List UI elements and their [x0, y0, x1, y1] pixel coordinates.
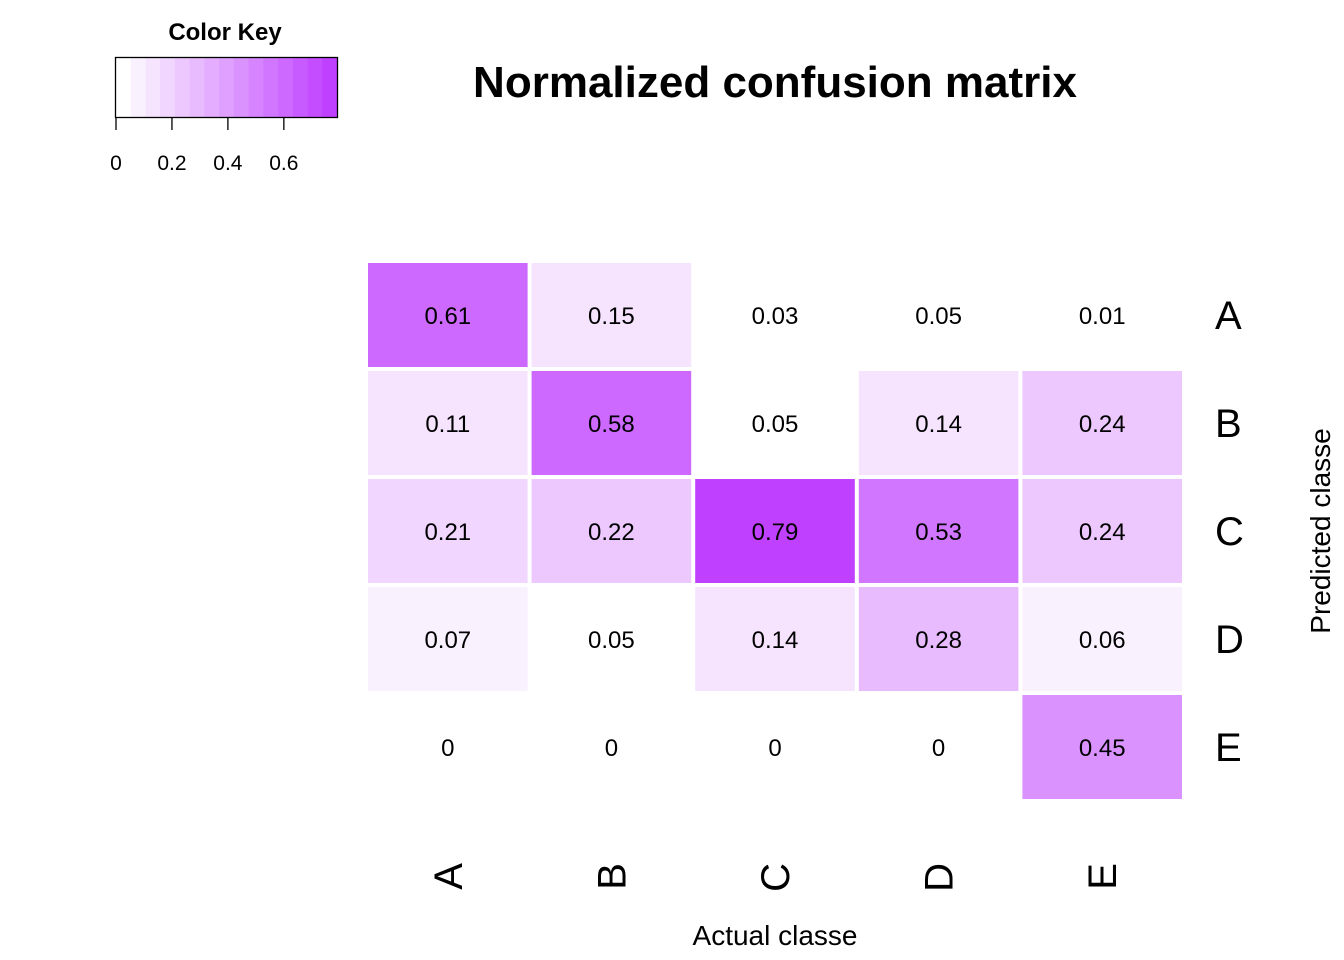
color-key-bin: [174, 58, 191, 117]
cell-value-label: 0.61: [424, 303, 471, 330]
color-key-tick-label: 0: [110, 152, 122, 175]
color-key-bin: [219, 58, 235, 117]
y-tick-label: E: [1215, 726, 1242, 770]
color-key-bin: [233, 58, 250, 117]
color-key-bin: [130, 58, 147, 117]
y-axis-tick-labels: A B C D E: [1215, 294, 1244, 770]
heatmap-cell: [695, 263, 855, 367]
cell-value-label: 0.79: [752, 519, 799, 546]
heatmap-cell: [858, 695, 1019, 799]
cell-value-label: 0.05: [588, 627, 635, 654]
color-key-bin: [145, 58, 161, 117]
heatmap-cell: [531, 371, 692, 475]
x-tick-label: A: [427, 863, 471, 890]
heatmap-cell: [858, 263, 1019, 367]
x-tick-label: D: [918, 863, 962, 892]
color-key-bin: [263, 58, 279, 117]
color-key-tick-label: 0.6: [269, 152, 298, 175]
heatmap-cell: [531, 695, 692, 799]
cell-value-label: 0.06: [1079, 627, 1126, 654]
color-key-bin: [204, 58, 220, 117]
color-key-tick-label: 0.4: [213, 152, 243, 175]
color-key-bin: [307, 58, 323, 117]
cell-value-label: 0: [441, 735, 454, 762]
color-key-gradient: [116, 58, 338, 117]
color-key: Color Key 0 0.2 0.4 0.6: [110, 19, 339, 175]
heatmap-cell: [695, 587, 855, 691]
heatmap-cell: [695, 695, 855, 799]
color-key-bin: [292, 58, 309, 117]
color-key-bin: [189, 58, 205, 117]
color-key-tick-label: 0.2: [157, 152, 186, 175]
cell-value-label: 0: [605, 735, 618, 762]
y-tick-label: D: [1215, 618, 1244, 662]
color-key-bin: [116, 58, 132, 117]
cell-value-label: 0.05: [752, 411, 799, 438]
cell-value-label: 0.45: [1079, 735, 1126, 762]
heatmap-cell: [858, 371, 1019, 475]
heatmap-cell: [531, 479, 692, 583]
y-tick-label: A: [1215, 294, 1242, 338]
heatmap-cell: [531, 587, 692, 691]
heatmap-cell: [368, 263, 528, 367]
chart-title: Normalized confusion matrix: [473, 58, 1077, 107]
cell-value-label: 0.24: [1079, 411, 1126, 438]
cell-value-label: 0.11: [425, 411, 470, 438]
heatmap-cell: [531, 263, 692, 367]
heatmap-cell: [1022, 263, 1182, 367]
color-key-bin: [278, 58, 294, 117]
heatmap-cell: [1022, 371, 1182, 475]
cell-value-label: 0: [768, 735, 781, 762]
cell-value-label: 0.14: [752, 627, 799, 654]
heatmap-cell: [858, 479, 1019, 583]
cell-value-label: 0.03: [752, 303, 799, 330]
color-key-border: [114, 56, 339, 119]
heatmap-cell: [368, 587, 528, 691]
heatmap-cell: [695, 371, 855, 475]
heatmap-cell: [695, 479, 855, 583]
x-axis-label: Actual classe: [693, 920, 858, 951]
heatmap-cells: 0.61 0.15 0.03 0.05 0.01 0.11 0.58 0.05 0.14 0.24…: [368, 263, 1182, 799]
heatmap-cell: [368, 371, 528, 475]
color-key-bin: [160, 58, 176, 117]
heatmap-cell: [368, 479, 528, 583]
x-tick-label: C: [754, 863, 798, 892]
y-tick-label: B: [1215, 402, 1242, 446]
y-tick-label: C: [1215, 510, 1244, 554]
color-key-bin: [248, 58, 264, 117]
heatmap-cell: [1022, 587, 1182, 691]
x-tick-label: B: [590, 863, 634, 890]
heatmap-cell: [1022, 695, 1182, 799]
color-key-bin: [322, 58, 338, 117]
cell-value-label: 0.58: [588, 411, 635, 438]
cell-value-label: 0.24: [1079, 519, 1126, 546]
cell-value-label: 0.05: [915, 303, 962, 330]
color-key-title: Color Key: [168, 19, 282, 46]
cell-value-label: 0.14: [915, 411, 962, 438]
heatmap-cell: [1022, 479, 1182, 583]
cell-value-label: 0.21: [424, 519, 471, 546]
cell-value-label: 0.53: [915, 519, 962, 546]
heatmap-cell: [368, 695, 528, 799]
color-key-axis: 0 0.2 0.4 0.6: [110, 117, 298, 175]
heatmap-cell: [858, 587, 1019, 691]
cell-value-label: 0.28: [915, 627, 962, 654]
y-axis-label: Predicted classe: [1305, 428, 1336, 633]
cell-value-label: 0.15: [588, 303, 635, 330]
cell-value-label: 0.22: [588, 519, 635, 546]
x-axis-tick-labels: A B C D E: [427, 863, 1125, 892]
cell-value-label: 0.01: [1079, 303, 1126, 330]
x-tick-label: E: [1081, 863, 1125, 890]
cell-value-label: 0.07: [424, 627, 471, 654]
cell-value-label: 0: [932, 735, 945, 762]
